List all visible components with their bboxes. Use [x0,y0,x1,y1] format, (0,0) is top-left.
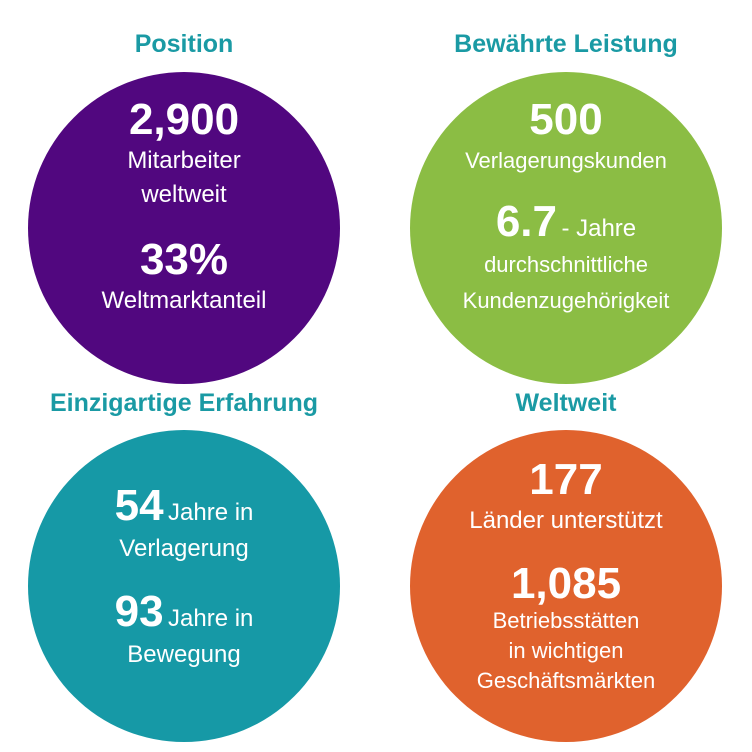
tenure-line: 6.7 - Jahre [410,198,722,256]
market-share-value: 33% [139,235,229,284]
employees-label-line1: Mitarbeiter [127,147,241,174]
position-heading: Position [134,30,234,58]
facilities-value: 1,085 [510,559,622,608]
relocation-years-label: Verlagerung [119,535,249,562]
tenure-label-line2: Kundenzugehörigkeit [462,288,670,313]
relocation-years-value: 54 [114,481,164,530]
facilities-label-line3: Geschäftsmärkten [476,668,656,693]
relocation-years-line: 54 Jahre in [28,482,340,540]
relocation-years-suffix: Jahre in [168,499,254,526]
relocation-customers-label: Verlagerungskunden [465,148,667,173]
worldwide-circle: 177 Länder unterstützt 1,085 Betriebsstä… [410,430,722,742]
moving-years-suffix: Jahre in [168,605,254,632]
facilities-label-line1: Betriebsstätten [492,608,640,633]
employees-value: 2,900 [128,95,240,144]
moving-years-value: 93 [114,587,164,636]
experience-circle: 54 Jahre in Verlagerung 93 Jahre in Bewe… [28,430,340,742]
tenure-label-line1: durchschnittliche [484,252,648,277]
relocation-customers-value: 500 [529,95,603,144]
worldwide-heading: Weltweit [515,389,617,417]
performance-heading: Bewährte Leistung [454,30,678,58]
tenure-value: 6.7 [495,197,557,246]
moving-years-line: 93 Jahre in [28,588,340,646]
experience-heading: Einzigartige Erfahrung [49,389,319,417]
countries-value: 177 [529,455,603,504]
facilities-label-line2: in wichtigen [508,638,624,663]
moving-years-label: Bewegung [127,641,241,668]
position-circle: 2,900 Mitarbeiter weltweit 33% Weltmarkt… [28,72,340,384]
market-share-label: Weltmarktanteil [101,287,267,314]
tenure-suffix: - Jahre [561,215,637,242]
employees-label-line2: weltweit [141,181,227,208]
performance-circle: 500 Verlagerungskunden 6.7 - Jahre durch… [410,72,722,384]
countries-label: Länder unterstützt [469,507,663,534]
